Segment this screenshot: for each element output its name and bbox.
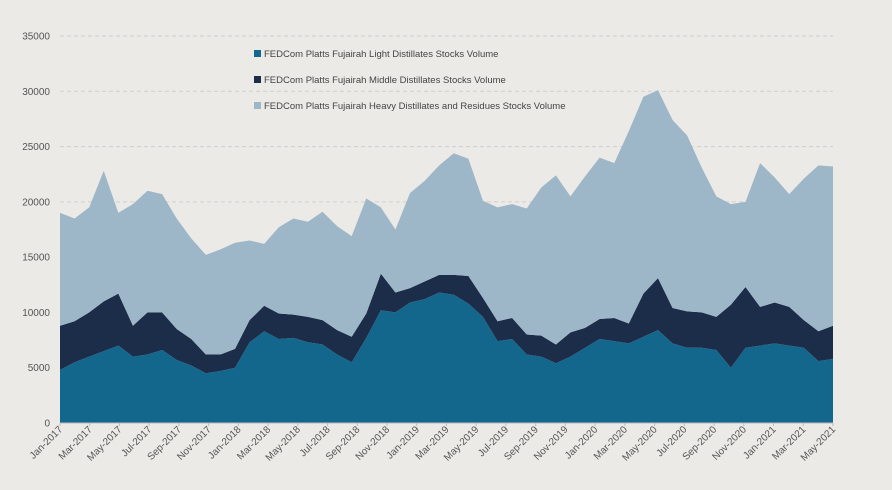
legend-label: FEDCom Platts Fujairah Light Distillates… [264,49,498,60]
area-series [60,90,833,423]
legend-swatch [254,102,261,109]
y-tick-label: 10000 [22,308,50,319]
y-tick-label: 25000 [22,142,50,153]
legend-swatch [254,50,261,57]
area-series-3 [60,90,833,355]
legend-label: FEDCom Platts Fujairah Heavy Distillates… [264,101,565,112]
legend: FEDCom Platts Fujairah Light Distillates… [254,49,565,112]
y-tick-label: 30000 [22,87,50,98]
x-axis-ticks: Jan-2017Mar-2017May-2017Jul-2017Sep-2017… [28,423,838,464]
y-tick-label: 0 [44,419,50,430]
y-tick-label: 20000 [22,197,50,208]
area-series-2 [60,273,833,374]
y-tick-label: 15000 [22,253,50,264]
y-tick-label: 5000 [28,363,51,374]
y-tick-label: 35000 [22,32,50,43]
area-series-1 [60,292,833,423]
legend-swatch [254,76,261,83]
y-axis-ticks: 0 5000 10000 15000 20000 25000 30000 35000 [22,32,50,430]
legend-label: FEDCom Platts Fujairah Middle Distillate… [264,75,506,86]
